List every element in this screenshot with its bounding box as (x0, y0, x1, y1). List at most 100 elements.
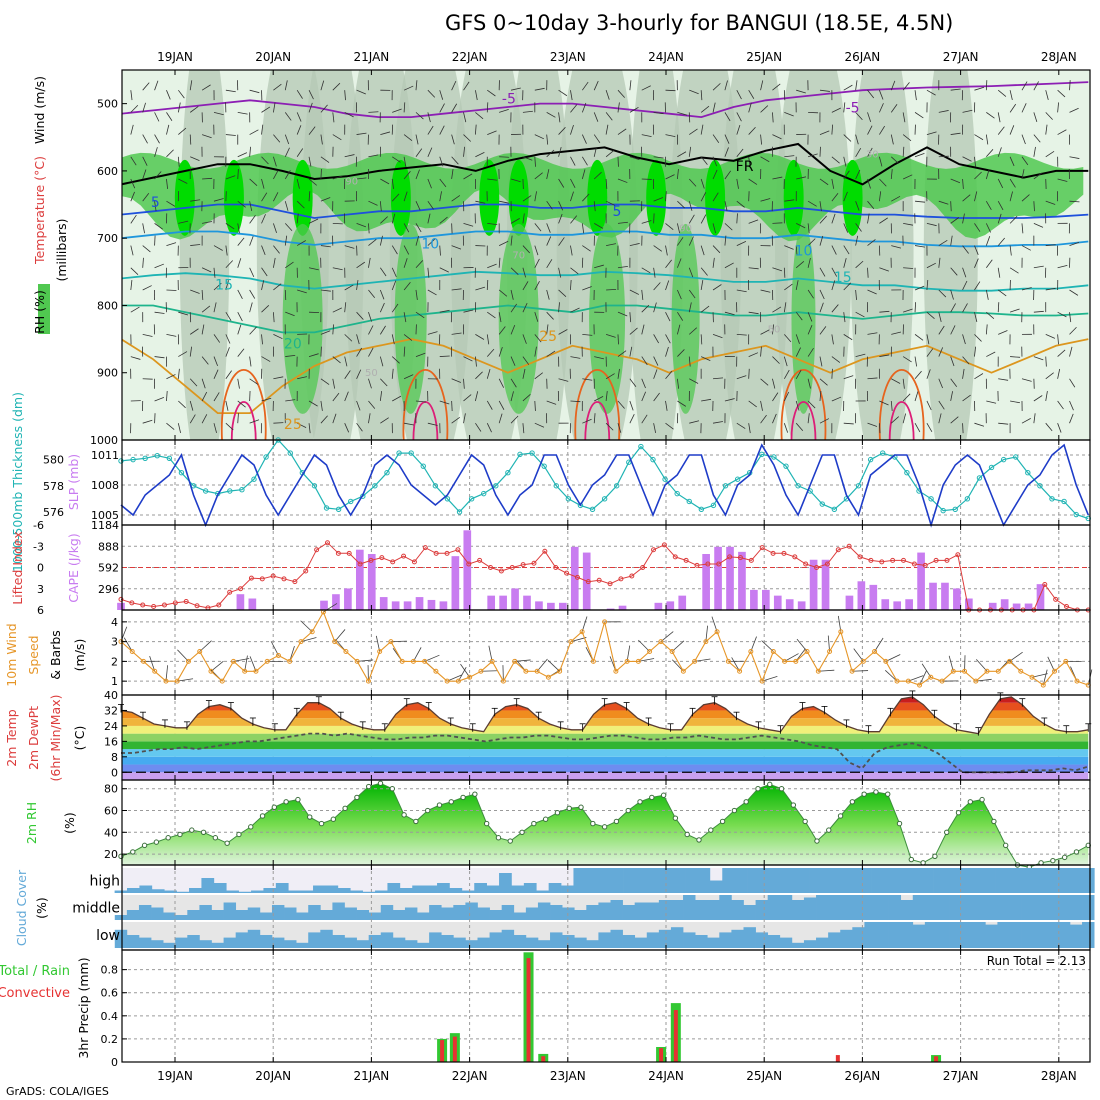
wind-barb (297, 376, 308, 380)
cape-bar (785, 599, 794, 610)
thickness-point (227, 488, 233, 494)
thickness-point (251, 476, 257, 482)
wind-barb (202, 221, 213, 224)
wind-barb (201, 84, 211, 91)
wind-barb (867, 178, 871, 189)
axis-label-temperature: Temperature (°C) (32, 156, 47, 265)
wind-barb (950, 132, 961, 135)
lifted-index-point (683, 557, 689, 563)
wind-barb (498, 413, 503, 424)
precip-convective-bar (452, 1036, 457, 1062)
wind-barb (403, 312, 407, 323)
wind-barb (975, 678, 992, 682)
wind-barb (1021, 169, 1025, 180)
cloud-cover-bar (1057, 922, 1071, 948)
wind-barb (641, 289, 644, 300)
wind-barb (297, 289, 307, 294)
wind-barb (273, 283, 282, 291)
wind-barb (166, 333, 177, 337)
y-tick-label: 1 (111, 675, 118, 688)
wind-speed-point (242, 668, 248, 674)
rh-point (248, 824, 254, 830)
wind-barb (546, 289, 550, 300)
wind-barb (890, 134, 894, 145)
wind-barb (712, 245, 721, 254)
wind-barb (249, 302, 253, 313)
wind-barb (261, 124, 264, 135)
wind-barb (950, 303, 956, 313)
wind-barb (878, 423, 881, 434)
wind-barb (950, 201, 952, 212)
wind-barb (1045, 287, 1056, 291)
wind-barb (795, 422, 804, 431)
wind-barb (831, 356, 841, 363)
cloud-cover-bar (771, 868, 785, 893)
lifted-index-point (314, 547, 320, 553)
rh-point (979, 796, 985, 803)
wind-speed-point (669, 649, 675, 655)
lifted-index-point (694, 562, 700, 568)
cloud-cover-bar (332, 935, 345, 948)
cloud-cover-bar (211, 910, 224, 920)
wind-barb (997, 112, 1001, 123)
wind-barb (225, 334, 231, 344)
cloud-cover-bar (647, 868, 661, 893)
wind-barb (189, 414, 196, 424)
wind-barb (177, 423, 181, 434)
cloud-cover-bar (429, 932, 442, 948)
wind-barb (213, 356, 218, 367)
cape-bar (379, 597, 388, 610)
rh-contour-label: 50 (768, 324, 781, 335)
wind-barb (677, 289, 682, 300)
wind-barb (261, 334, 263, 345)
wind-barb (914, 245, 925, 248)
thickness-point (481, 490, 487, 497)
y-tick-label: 1000 (90, 434, 118, 447)
wind-barb (356, 400, 361, 411)
wind-barb (660, 631, 674, 642)
wind-barb (368, 200, 378, 206)
wind-barb (391, 213, 396, 224)
wind-barb (154, 147, 158, 157)
wind-barb (510, 267, 519, 275)
wind-barb (950, 267, 958, 276)
cloud-cover-bar (933, 868, 946, 893)
cloud-cover-bar (912, 895, 926, 920)
wind-barb (974, 191, 978, 202)
wind-barb (498, 378, 505, 388)
wind-barb (665, 259, 672, 269)
wind-barb (594, 356, 605, 360)
wind-barb (154, 396, 165, 402)
wind-barb (962, 280, 968, 291)
y-tick-label: 900 (97, 367, 118, 380)
wind-speed-point (737, 668, 743, 674)
wind-barb (320, 134, 323, 145)
thickness-point (1073, 511, 1079, 518)
cloud-cover-bar (513, 912, 527, 920)
wind-barb (629, 327, 638, 335)
wind-barb (320, 156, 330, 163)
wind-barb (261, 214, 266, 224)
cloud-cover-bar (412, 885, 425, 893)
date-label-bottom: 19JAN (157, 1069, 193, 1083)
rh-point (861, 791, 867, 797)
cloud-cover-bar (199, 940, 212, 948)
wind-barb (712, 334, 723, 339)
thickness-point (662, 476, 668, 482)
cloud-cover-bar (803, 940, 817, 948)
wind-barb (296, 89, 303, 99)
wind-barb (783, 391, 790, 402)
wind-barb (665, 312, 671, 322)
wind-barb (783, 302, 787, 313)
cloud-cover-bar (598, 932, 611, 948)
thickness-point (771, 454, 777, 460)
cloud-cover-bar (525, 907, 539, 920)
wind-barb (985, 134, 989, 145)
wind-barb (986, 311, 995, 320)
wind-barb (974, 422, 985, 427)
wind-barb (867, 267, 869, 278)
wind-barb (855, 169, 861, 180)
wind-speed-point (343, 649, 349, 655)
